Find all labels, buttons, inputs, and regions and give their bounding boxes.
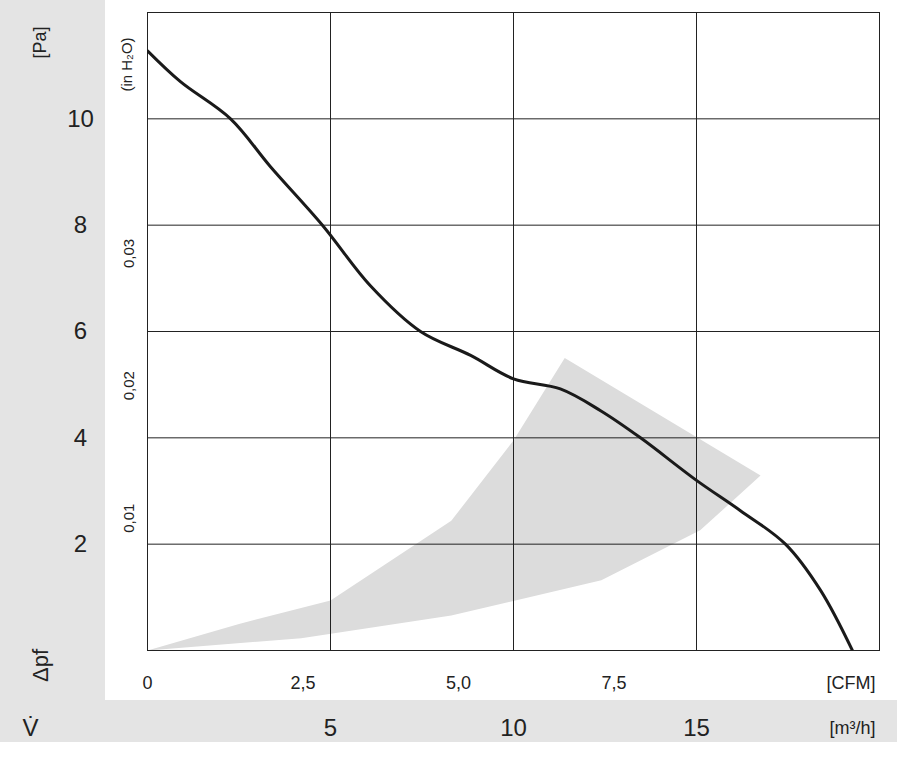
svg-text:V̇: V̇ [22,714,38,741]
svg-text:(in H₂O): (in H₂O) [118,37,135,91]
svg-text:[Pa]: [Pa] [30,26,50,58]
svg-text:2,5: 2,5 [290,673,315,693]
svg-text:0,01: 0,01 [120,504,137,533]
svg-text:6: 6 [74,317,87,344]
svg-text:[m³/h]: [m³/h] [829,718,875,738]
svg-text:5: 5 [324,714,337,741]
svg-text:[CFM]: [CFM] [827,673,876,693]
svg-text:10: 10 [67,105,94,132]
svg-text:Δpf: Δpf [28,648,53,682]
svg-text:7,5: 7,5 [601,673,626,693]
svg-text:0,02: 0,02 [120,371,137,400]
svg-text:5,0: 5,0 [446,673,471,693]
svg-text:4: 4 [74,424,87,451]
svg-text:2: 2 [74,530,87,557]
svg-text:8: 8 [74,211,87,238]
svg-text:0: 0 [142,673,152,693]
svg-text:0,03: 0,03 [120,239,137,268]
svg-text:10: 10 [500,714,527,741]
svg-text:15: 15 [683,714,710,741]
